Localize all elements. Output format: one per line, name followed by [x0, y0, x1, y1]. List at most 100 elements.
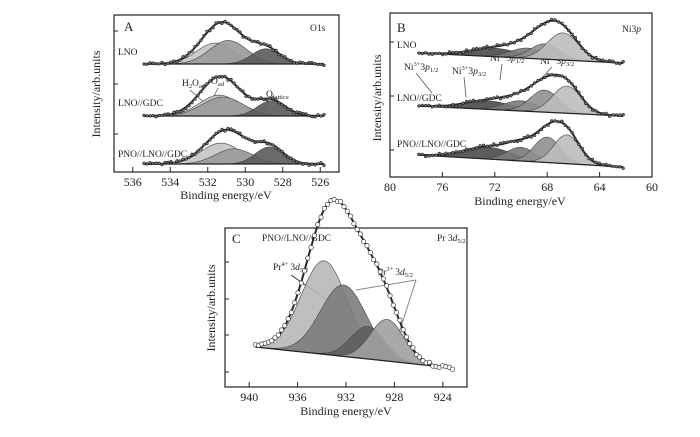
data-point — [475, 46, 479, 51]
data-point — [151, 114, 155, 118]
data-point — [597, 58, 601, 62]
spectrum-lno — [417, 17, 625, 66]
data-point — [262, 97, 266, 102]
data-point — [229, 77, 233, 81]
data-point — [526, 134, 530, 138]
data-point — [560, 21, 564, 25]
annotation-ni-3plus-3-2: Ni3+3p3/2 — [452, 65, 486, 78]
data-point — [313, 163, 317, 167]
panel-c-letter: C — [232, 231, 241, 246]
data-point — [241, 89, 245, 93]
data-point — [570, 32, 574, 36]
data-point — [519, 38, 523, 43]
data-point — [543, 22, 547, 26]
data-point — [417, 354, 423, 360]
data-point — [280, 53, 284, 58]
data-point — [546, 73, 550, 77]
data-point — [322, 163, 326, 167]
data-point — [232, 81, 236, 85]
data-point — [492, 142, 496, 146]
data-point — [154, 115, 158, 119]
data-point — [512, 91, 516, 96]
data-point — [424, 154, 428, 159]
data-point — [316, 62, 320, 67]
data-point — [289, 156, 293, 160]
data-point — [232, 128, 236, 132]
data-point — [485, 144, 489, 148]
x-tick-label: 64 — [594, 180, 606, 194]
panel-a-sample-2: PNO//LNO//GDC — [118, 150, 187, 160]
data-point — [211, 26, 215, 30]
data-point — [184, 157, 188, 161]
data-point — [387, 293, 393, 299]
data-point — [226, 78, 230, 82]
data-point — [464, 99, 469, 104]
background-line — [418, 52, 624, 64]
data-point — [313, 62, 317, 66]
data-point — [202, 143, 206, 147]
data-point — [298, 161, 302, 165]
data-point — [407, 341, 413, 347]
data-point — [400, 327, 406, 333]
data-point — [447, 104, 452, 109]
data-point — [298, 60, 302, 64]
data-point — [495, 43, 499, 47]
x-tick-label: 932 — [337, 390, 355, 404]
data-point — [217, 20, 221, 25]
data-point — [481, 143, 486, 147]
data-point — [226, 21, 230, 25]
data-point — [175, 109, 179, 114]
panel-c-x-axis: 940 936 932 928 924 — [225, 261, 452, 404]
data-point — [437, 103, 441, 107]
data-point — [454, 150, 458, 154]
data-point — [478, 99, 482, 103]
data-point — [361, 239, 367, 245]
data-point — [584, 101, 588, 106]
data-point — [244, 94, 248, 98]
panel-b-plot — [417, 17, 625, 170]
data-point — [265, 98, 269, 102]
x-tick-label: 60 — [646, 180, 658, 194]
data-point — [229, 23, 233, 28]
data-point — [413, 351, 419, 357]
data-point — [397, 317, 403, 323]
data-point — [238, 131, 242, 135]
data-point — [515, 91, 520, 95]
panel-a-o1s: A O1s Intensity/arb.units Binding energy… — [89, 14, 340, 202]
data-point — [441, 52, 445, 57]
data-point — [190, 152, 194, 156]
data-point — [454, 104, 458, 108]
data-point — [253, 39, 257, 44]
data-point — [244, 35, 248, 40]
data-point — [499, 141, 503, 145]
data-point — [265, 142, 269, 146]
data-point — [319, 62, 323, 67]
data-point — [367, 250, 373, 256]
x-tick-label: 924 — [434, 390, 452, 404]
data-point — [160, 163, 164, 167]
x-tick-label: 528 — [274, 175, 292, 189]
data-point — [536, 78, 540, 83]
data-point — [217, 75, 221, 79]
data-point — [193, 44, 197, 49]
data-point — [505, 43, 510, 47]
data-point — [184, 54, 188, 58]
data-point — [430, 52, 435, 56]
data-point — [580, 95, 584, 100]
data-point — [420, 103, 424, 107]
data-point — [208, 138, 212, 142]
data-point — [522, 135, 527, 140]
data-point — [604, 59, 608, 63]
data-point — [553, 18, 557, 22]
data-point — [202, 84, 206, 88]
data-point — [570, 82, 574, 86]
data-point — [481, 99, 486, 103]
data-point — [226, 126, 230, 131]
data-point — [543, 75, 547, 80]
data-point — [417, 152, 421, 156]
spectrum-lno-gdc — [417, 73, 625, 118]
data-point — [618, 62, 622, 66]
data-point — [151, 61, 155, 65]
data-point — [253, 97, 257, 101]
x-tick-label: 928 — [385, 390, 403, 404]
